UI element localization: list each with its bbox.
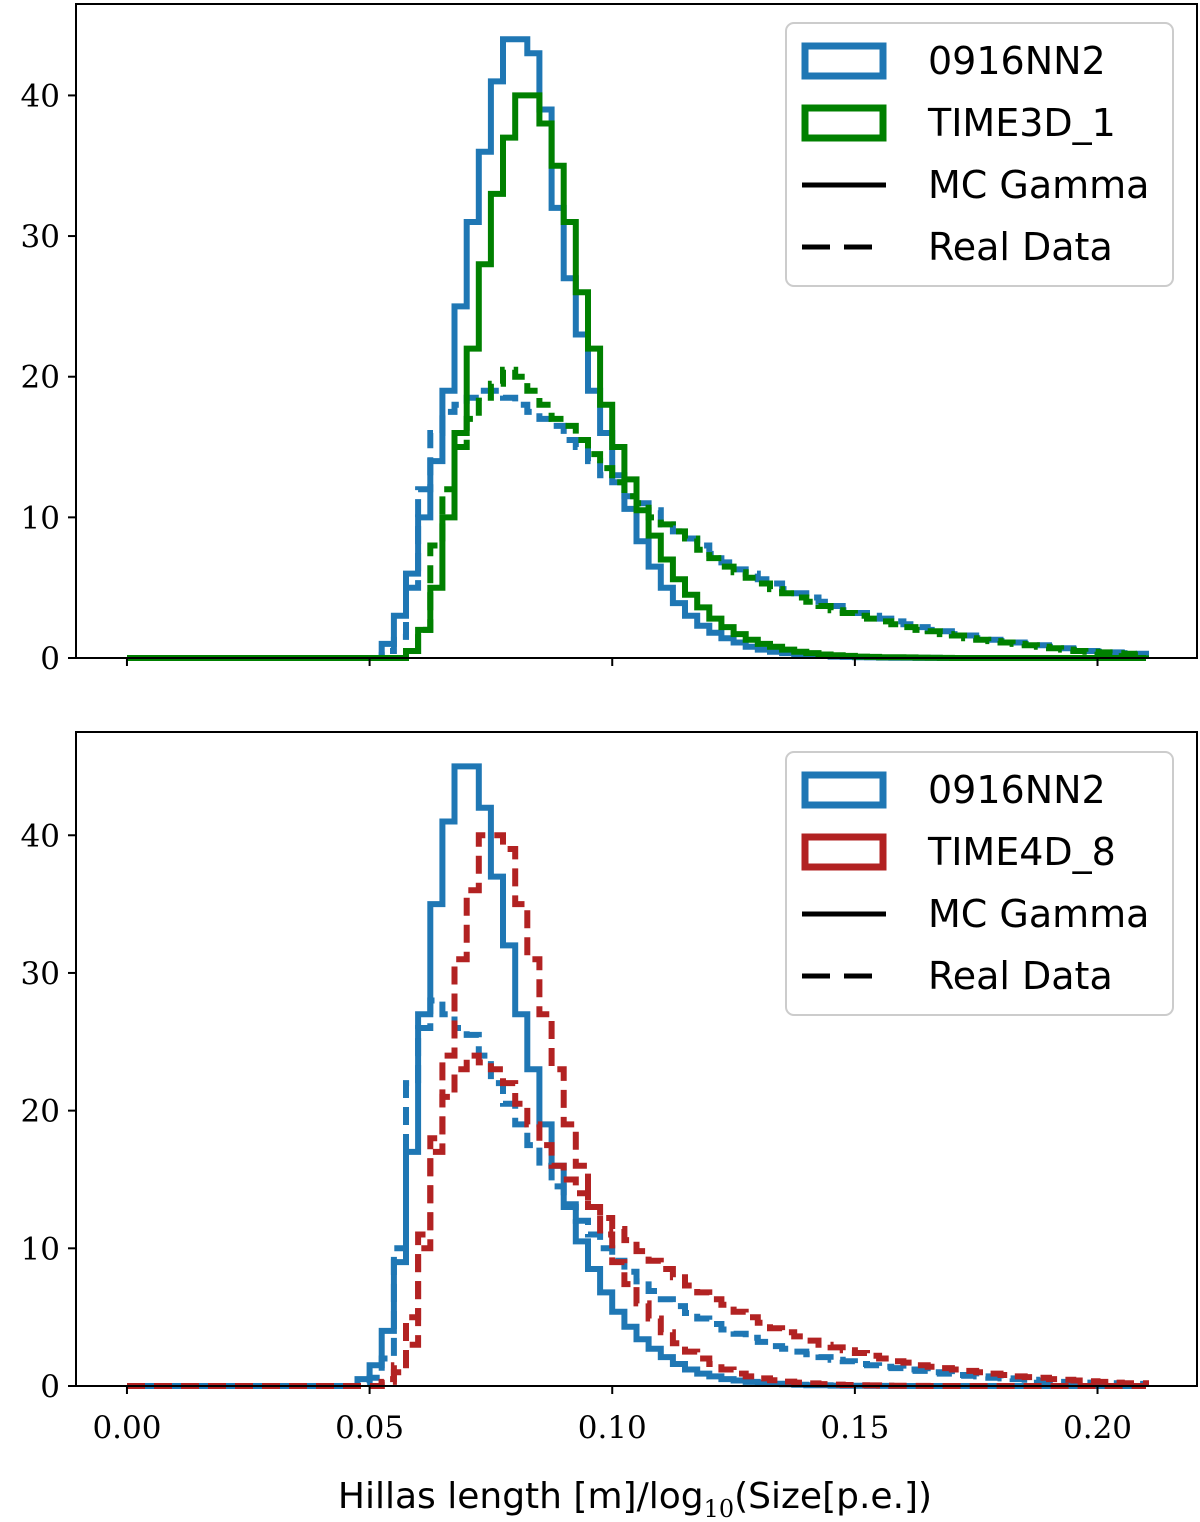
legend-swatch-0916nn2 xyxy=(801,42,887,80)
y-tick-label: 30 xyxy=(21,219,60,255)
legend-swatch-time4d-8 xyxy=(801,833,887,871)
x-tick-label: 0.20 xyxy=(1063,1410,1132,1446)
y-tick-label: 10 xyxy=(21,500,60,536)
legend-swatch-time3d-1 xyxy=(801,104,887,142)
y-tick-label: 0 xyxy=(40,1369,60,1405)
legend-label-0916nn2: 0916NN2 xyxy=(928,39,1106,83)
x-tick-label: 0.05 xyxy=(335,1410,404,1446)
bottom-panel: 0 10 20 30 40 0.00 0.05 0.10 0.15 0.20 0916NN2 TIME… xyxy=(21,731,1198,1446)
y-tick-label: 20 xyxy=(21,1094,60,1130)
y-tick-label: 40 xyxy=(21,818,60,854)
legend-label-real-data: Real Data xyxy=(928,225,1113,269)
y-tick-label: 10 xyxy=(21,1231,60,1267)
top-panel: 0 10 20 30 40 0916NN2 TIME3D_1 MC Gamma Real Dat… xyxy=(21,3,1198,677)
histogram-time4d-8-real-data xyxy=(127,1052,1149,1389)
legend-frame xyxy=(785,751,1174,1016)
axes-frame xyxy=(75,3,1198,659)
y-tick-label: 40 xyxy=(21,78,60,114)
axes-frame xyxy=(75,731,1198,1387)
x-tick-label: 0.10 xyxy=(578,1410,647,1446)
legend-label-mc-gamma: MC Gamma xyxy=(928,892,1149,936)
x-tick-label: 0.00 xyxy=(92,1410,161,1446)
legend-swatch-0916nn2 xyxy=(801,771,887,809)
legend-label-0916nn2: 0916NN2 xyxy=(928,768,1106,812)
y-tick-label: 30 xyxy=(21,956,60,992)
legend: 0916NN2 TIME4D_8 MC Gamma Real Data xyxy=(785,751,1174,1016)
legend: 0916NN2 TIME3D_1 MC Gamma Real Data xyxy=(785,22,1174,287)
histogram-time3d-1-real-data xyxy=(127,366,1149,661)
x-tick-label: 0.15 xyxy=(820,1410,889,1446)
legend-label-mc-gamma: MC Gamma xyxy=(928,163,1149,207)
legend-label-time4d-8: TIME4D_8 xyxy=(927,830,1116,874)
x-axis-label: Hillas length [m]/log10(Size[p.e.]) xyxy=(338,1476,932,1522)
y-tick-label: 20 xyxy=(21,360,60,396)
legend-label-real-data: Real Data xyxy=(928,954,1113,998)
legend-frame xyxy=(785,22,1174,287)
histogram-0916nn2-real-data xyxy=(127,997,1149,1389)
legend-label-time3d-1: TIME3D_1 xyxy=(927,101,1116,145)
y-tick-label: 0 xyxy=(40,641,60,677)
